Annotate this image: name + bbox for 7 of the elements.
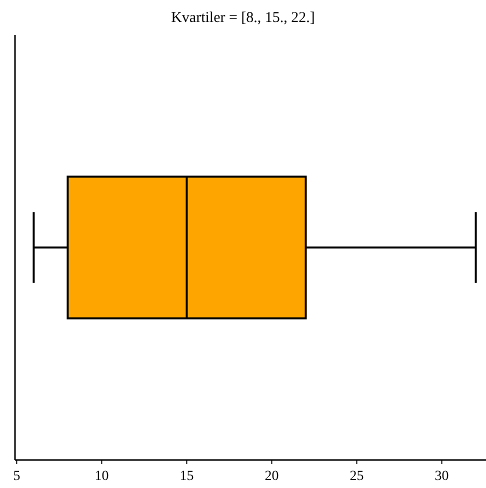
x-tick-label: 5 <box>13 469 20 484</box>
x-tick-label: 25 <box>350 469 364 484</box>
x-tick-label: 20 <box>264 469 279 484</box>
x-tick-label: 30 <box>434 469 449 484</box>
x-tick-label: 10 <box>94 469 109 484</box>
chart-title: Kvartiler = [8., 15., 22.] <box>171 10 315 26</box>
x-tick-label: 15 <box>180 469 194 484</box>
